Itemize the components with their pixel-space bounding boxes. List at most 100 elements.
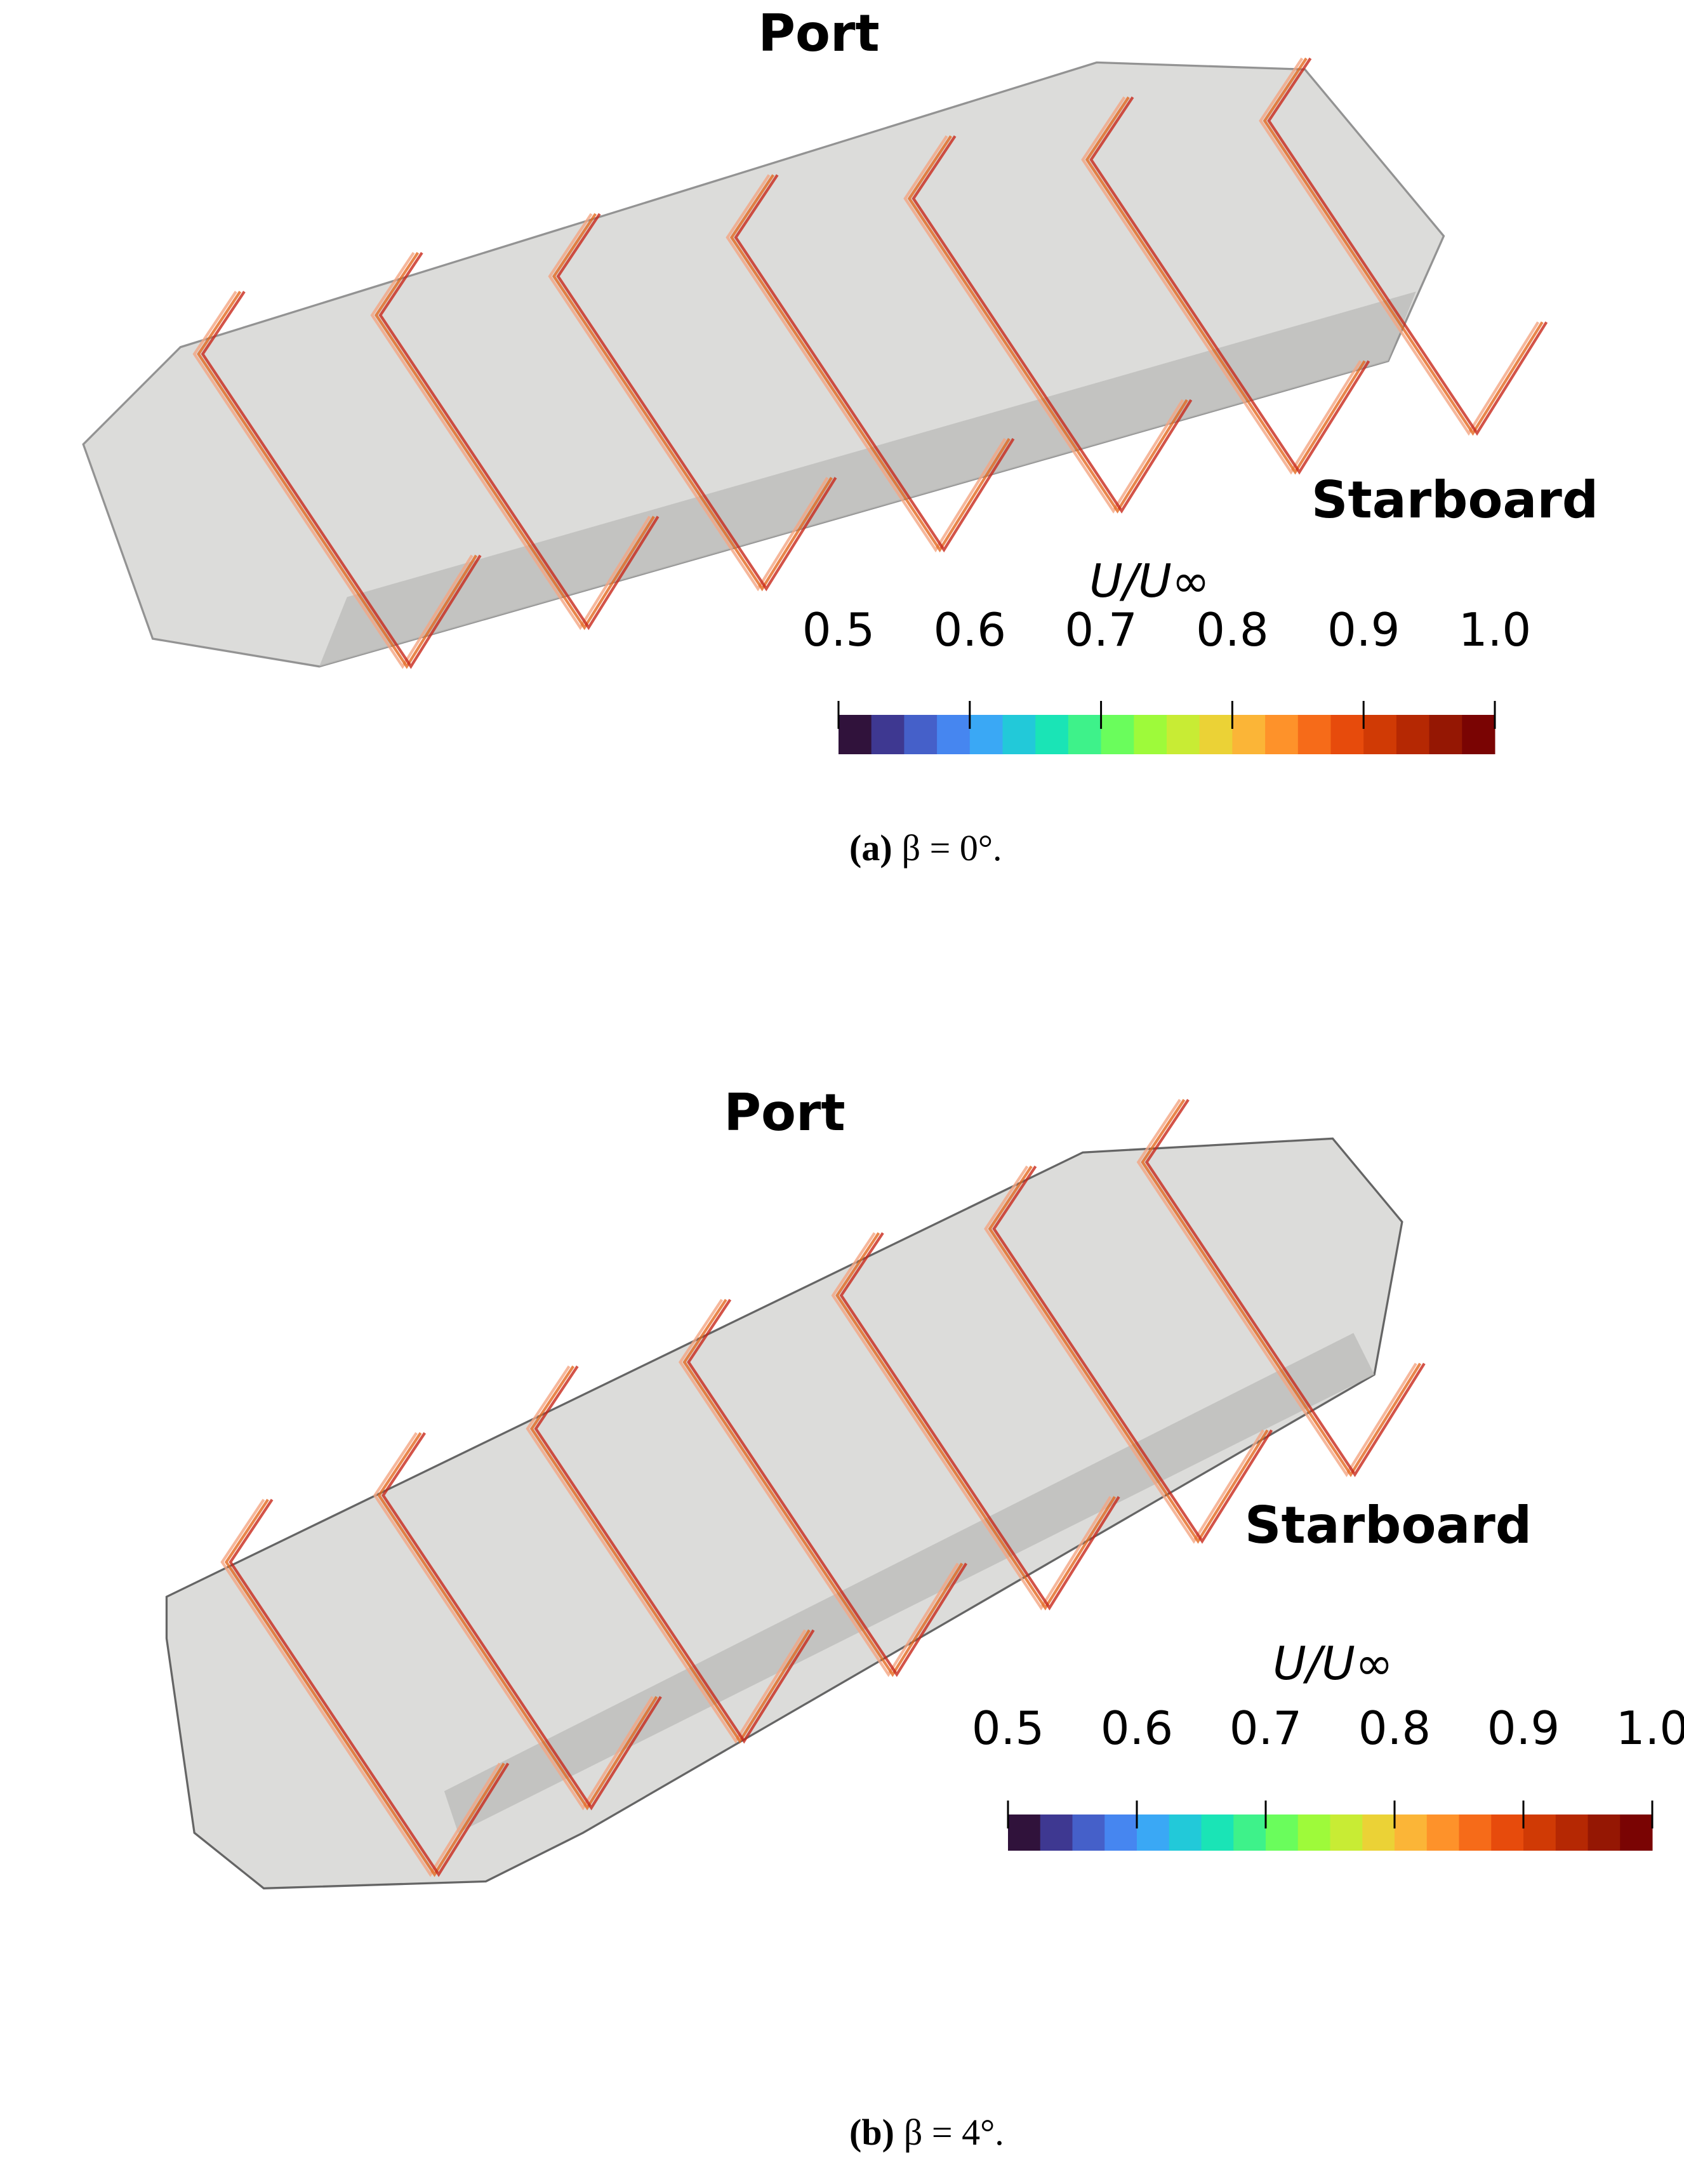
streamline xyxy=(726,174,1007,553)
colorbar-swatch xyxy=(969,715,1003,754)
streamline xyxy=(734,174,1015,553)
colorbar-swatch xyxy=(1395,1814,1428,1851)
streamline xyxy=(687,1298,968,1677)
streamline xyxy=(831,1232,1112,1611)
streamline xyxy=(192,291,474,669)
streamline xyxy=(1081,96,1362,475)
streamline xyxy=(912,135,1193,514)
colorbar-swatch xyxy=(839,715,872,754)
streamline xyxy=(556,213,837,592)
streamline xyxy=(729,174,1011,553)
colorbar-swatch xyxy=(1362,1814,1395,1851)
streamline xyxy=(1141,1098,1422,1477)
colorbar-swatch xyxy=(1072,1814,1105,1851)
streamline xyxy=(903,135,1184,514)
colorbar-swatch xyxy=(1167,715,1200,754)
colorbar-tick-label: 0.5 xyxy=(802,603,875,656)
colorbar-tick-label: 0.6 xyxy=(1101,1701,1174,1755)
streamline xyxy=(1263,57,1544,436)
colorbar-swatch xyxy=(1297,1814,1330,1851)
port-label: Port xyxy=(724,1083,845,1142)
colorbar-swatch xyxy=(1199,715,1233,754)
streamline xyxy=(1144,1098,1426,1477)
streamline xyxy=(552,213,833,592)
streamline xyxy=(534,1365,815,1744)
caption-text: β = 4°. xyxy=(904,2112,1004,2153)
streamline xyxy=(988,1165,1269,1544)
colorbar-swatch xyxy=(1008,1814,1041,1851)
colorbar-swatch xyxy=(1620,1814,1653,1851)
colorbar-title: U/U∞ xyxy=(1089,554,1210,608)
colorbar-swatch xyxy=(1330,1814,1363,1851)
streamline xyxy=(1259,57,1540,436)
colorbar-tick-label: 0.8 xyxy=(1196,603,1269,656)
colorbar-swatch xyxy=(1068,715,1102,754)
streamline xyxy=(373,1432,654,1811)
colorbar-tick-label: 0.7 xyxy=(1230,1701,1303,1755)
colorbar-swatch xyxy=(1588,1814,1621,1851)
streamline xyxy=(1089,96,1370,475)
colorbar-swatch xyxy=(937,715,971,754)
streamline xyxy=(381,1432,662,1811)
colorbar-swatch xyxy=(1429,715,1462,754)
colorbar-swatch xyxy=(1396,715,1430,754)
starboard-label: Starboard xyxy=(1245,1496,1532,1555)
caption-tag: (b) xyxy=(849,2112,894,2153)
streamline xyxy=(1267,57,1548,436)
colorbar-tick-label: 0.6 xyxy=(934,603,1007,656)
streamline xyxy=(377,1432,658,1811)
colorbar-swatch xyxy=(1233,1814,1266,1851)
colorbar-swatch xyxy=(1459,1814,1492,1851)
caption: (a) β = 0°. xyxy=(849,827,1002,869)
colorbar-swatch xyxy=(1137,1814,1170,1851)
colorbar-title: U/U∞ xyxy=(1273,1637,1393,1690)
colorbar-swatch xyxy=(1040,1814,1073,1851)
streamline xyxy=(370,251,651,630)
colorbar-tick-label: 0.8 xyxy=(1358,1701,1431,1755)
colorbar-swatch xyxy=(1491,1814,1524,1851)
colorbar-swatch xyxy=(1201,1814,1234,1851)
streamline xyxy=(548,213,829,592)
streamline xyxy=(984,1165,1265,1544)
colorbar-tick-label: 0.9 xyxy=(1327,603,1400,656)
colorbar-tick-label: 0.7 xyxy=(1064,603,1137,656)
colorbar-swatch xyxy=(1002,715,1036,754)
colorbar-swatch xyxy=(1232,715,1266,754)
streamline xyxy=(839,1232,1120,1611)
streamline xyxy=(1136,1098,1417,1477)
colorbar-swatch xyxy=(1265,715,1299,754)
colorbar-swatch xyxy=(1555,1814,1588,1851)
streamline xyxy=(835,1232,1117,1611)
colorbar-swatch xyxy=(1297,715,1331,754)
colorbar-swatch xyxy=(871,715,905,754)
streamline xyxy=(220,1498,501,1877)
streamline xyxy=(224,1498,505,1877)
colorbar-tick-label: 1.0 xyxy=(1459,603,1532,656)
colorbar-swatch xyxy=(1104,1814,1137,1851)
streamline xyxy=(992,1165,1273,1544)
streamline xyxy=(529,1365,811,1744)
caption-tag: (a) xyxy=(849,827,892,869)
colorbar-swatch xyxy=(1363,715,1397,754)
streamline xyxy=(201,291,482,669)
caption-text: β = 0°. xyxy=(902,827,1002,869)
colorbar-tick-label: 1.0 xyxy=(1616,1701,1684,1755)
colorbar-swatch xyxy=(1330,715,1364,754)
colorbar-swatch xyxy=(1134,715,1167,754)
colorbar-swatch xyxy=(1426,1814,1459,1851)
colorbar-swatch xyxy=(1266,1814,1299,1851)
colorbar-swatch xyxy=(1169,1814,1202,1851)
caption: (b) β = 4°. xyxy=(849,2112,1004,2153)
streamline xyxy=(679,1298,959,1677)
streamline xyxy=(907,135,1188,514)
colorbar-tick-label: 0.9 xyxy=(1487,1701,1560,1755)
hull-b xyxy=(165,1098,1426,1889)
streamline xyxy=(1085,96,1366,475)
port-label: Port xyxy=(758,4,879,63)
streamline xyxy=(229,1498,510,1877)
colorbar-swatch xyxy=(1523,1814,1556,1851)
colorbar-tick-label: 0.5 xyxy=(972,1701,1045,1755)
streamline xyxy=(682,1298,964,1677)
colorbar-swatch xyxy=(1101,715,1134,754)
